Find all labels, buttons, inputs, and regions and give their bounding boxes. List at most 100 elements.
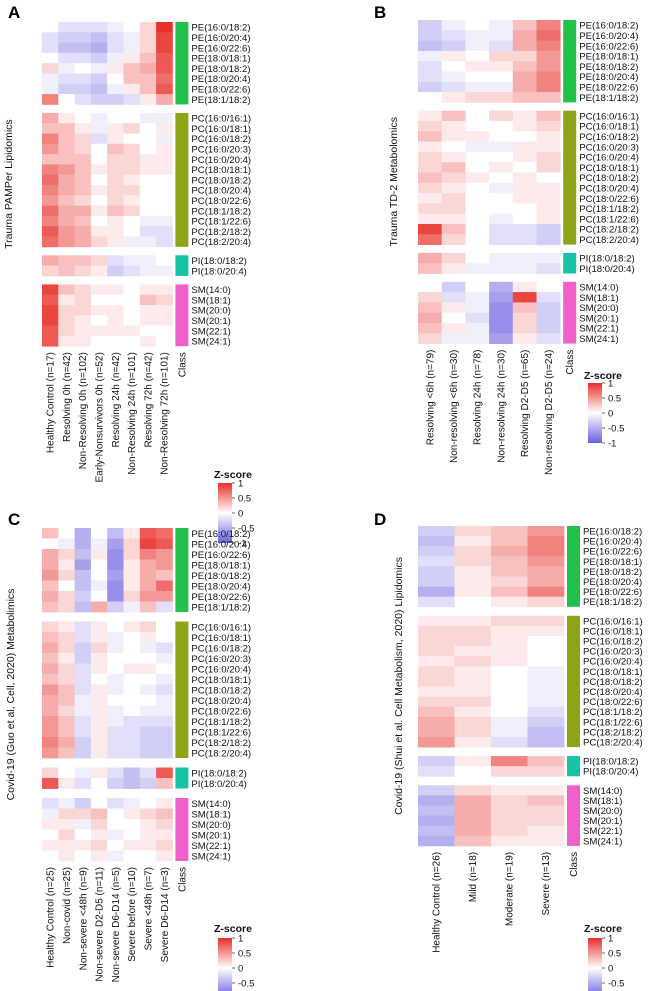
heatmap-cell	[441, 213, 466, 225]
heatmap-cell	[489, 252, 514, 264]
heatmap-cell	[42, 112, 59, 124]
heatmap-cell	[491, 766, 528, 777]
heatmap-cell	[90, 601, 108, 613]
heatmap-cell	[156, 215, 173, 227]
row-label: PC(18:0/18:2)	[579, 173, 639, 184]
heatmap-cell	[441, 30, 466, 41]
heatmap-cell	[123, 52, 141, 64]
heatmap-cell	[123, 767, 141, 779]
heatmap-cell	[536, 162, 561, 173]
heatmap-cell	[536, 61, 561, 72]
row-label: PC(16:0/20:3)	[583, 647, 643, 658]
heatmap-cell	[156, 819, 173, 830]
heatmap-cell	[418, 586, 455, 598]
heatmap-cell	[42, 684, 59, 696]
row-label: SM(18:1)	[579, 293, 618, 304]
heatmap-cell	[418, 213, 443, 225]
heatmap-cell	[156, 538, 173, 550]
row-label: SM(22:1)	[583, 826, 622, 837]
heatmap-cell	[491, 556, 528, 567]
heatmap-cell	[90, 737, 108, 748]
heatmap-cell	[156, 570, 173, 581]
heatmap-cell	[74, 215, 92, 227]
legend-colorbar	[588, 383, 602, 443]
heatmap-cell	[489, 151, 514, 163]
heatmap-cell	[156, 83, 173, 95]
heatmap-cell	[491, 666, 528, 677]
row-label: PE(18:0/18:2)	[191, 64, 250, 75]
heatmap-cell	[465, 131, 490, 142]
column-label: Healthy Control (n=25)	[46, 867, 57, 968]
heatmap-cell	[454, 566, 492, 577]
class-bar-pc	[175, 621, 189, 758]
heatmap-cell	[107, 798, 124, 809]
heatmap-cell	[491, 676, 528, 687]
row-label: PC(18:0/18:2)	[191, 685, 251, 696]
heatmap-cell	[107, 174, 124, 186]
heatmap-cell	[107, 205, 124, 217]
row-label: PE(18:0/22:6)	[191, 592, 250, 603]
heatmap-cell	[42, 335, 59, 347]
heatmap-cell	[42, 195, 59, 206]
heatmap-cell	[58, 42, 75, 54]
heatmap-cell	[42, 559, 59, 571]
row-label: PC(16:0/18:2)	[583, 637, 643, 648]
heatmap-cell	[527, 726, 565, 738]
heatmap-cell	[42, 653, 59, 664]
legend-tick-label: 1	[608, 379, 613, 390]
heatmap-cell	[123, 205, 141, 217]
heatmap-cell	[489, 213, 514, 225]
heatmap-cell	[512, 61, 537, 72]
heatmap-cell	[90, 94, 108, 105]
row-label: PE(18:0/20:4)	[579, 72, 638, 83]
heatmap-cell	[454, 795, 492, 806]
heatmap-cell	[74, 705, 92, 717]
heatmap-cell	[418, 323, 443, 334]
heatmap-cell	[465, 333, 490, 344]
row-label: SM(24:1)	[579, 334, 618, 345]
heatmap-cell	[90, 778, 108, 789]
row-label: PE(16:0/18:2)	[191, 23, 250, 34]
heatmap-cell	[512, 292, 537, 303]
heatmap-cell	[42, 94, 59, 105]
heatmap-cell	[512, 40, 537, 52]
heatmap-cell	[74, 164, 92, 176]
heatmap-cell	[139, 737, 157, 748]
row-label: PE(16:0/18:2)	[191, 529, 250, 540]
row-label: PE(16:0/18:2)	[579, 21, 638, 32]
heatmap-cell	[491, 646, 528, 657]
heatmap-cell	[74, 236, 92, 248]
heatmap-cell	[74, 143, 92, 155]
heatmap-cell	[58, 808, 75, 820]
heatmap-cell	[156, 642, 173, 654]
heatmap-cell	[107, 143, 124, 155]
heatmap-cell	[489, 203, 514, 215]
row-label: PC(16:0/20:4)	[583, 657, 643, 668]
heatmap-cell	[58, 52, 75, 64]
heatmap-cell	[465, 151, 490, 163]
heatmap-cell	[465, 323, 490, 334]
heatmap-cell	[139, 154, 157, 165]
heatmap-cell	[418, 615, 455, 627]
heatmap-cell	[58, 255, 75, 266]
heatmap-cell	[536, 263, 561, 274]
heatmap-cell	[107, 42, 124, 54]
row-label: PI(18:0/20:4)	[579, 264, 634, 275]
heatmap-cell	[454, 785, 492, 796]
heatmap-cell	[454, 666, 492, 677]
heatmap-cell	[156, 653, 173, 664]
heatmap-cell	[465, 302, 490, 314]
heatmap-cell	[58, 747, 75, 759]
heatmap-cell	[536, 151, 561, 163]
heatmap-cell	[90, 549, 108, 560]
heatmap-cell	[123, 265, 141, 277]
heatmap-cell	[58, 798, 75, 809]
heatmap-cell	[418, 50, 443, 62]
heatmap-cell	[139, 335, 157, 347]
heatmap-cell	[491, 625, 528, 637]
row-label: PE(18:0/18:1)	[583, 557, 642, 568]
heatmap-cell	[418, 526, 455, 537]
heatmap-cell	[489, 193, 514, 204]
heatmap-cell	[454, 756, 492, 767]
